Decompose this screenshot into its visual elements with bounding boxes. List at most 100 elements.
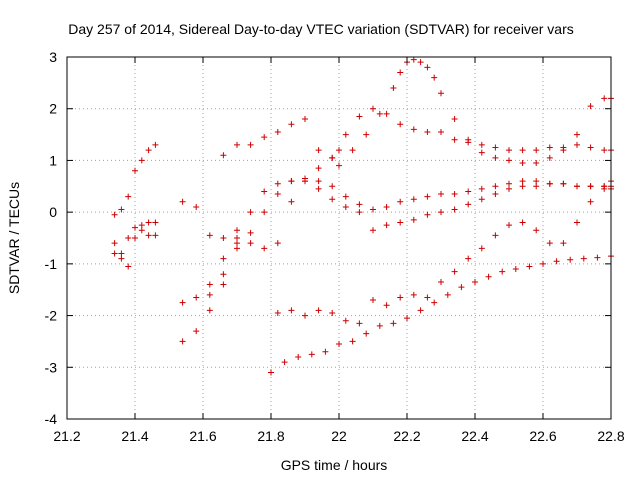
data-point	[492, 144, 499, 151]
data-point	[424, 294, 431, 301]
data-point	[363, 131, 370, 138]
data-point	[220, 271, 227, 278]
data-point	[315, 165, 322, 172]
data-point	[574, 219, 580, 226]
series-i	[274, 178, 614, 327]
data-point	[383, 203, 390, 210]
data-point	[193, 328, 200, 335]
data-point	[465, 201, 472, 208]
data-point	[132, 235, 138, 241]
data-point	[533, 227, 540, 234]
data-point	[506, 147, 512, 154]
data-point	[506, 157, 512, 164]
data-point	[342, 193, 349, 200]
data-point	[506, 180, 512, 187]
data-point	[152, 232, 159, 239]
data-point	[206, 291, 213, 298]
data-point	[288, 121, 295, 128]
data-point	[546, 144, 553, 151]
data-point	[519, 219, 526, 226]
data-point	[587, 144, 594, 151]
data-point	[274, 128, 281, 135]
data-point	[410, 196, 417, 203]
data-point	[533, 147, 540, 154]
data-point	[308, 351, 315, 358]
data-point	[397, 294, 404, 301]
data-point	[315, 307, 322, 314]
data-point	[118, 255, 125, 262]
data-point	[404, 315, 410, 322]
data-point	[261, 134, 268, 141]
data-point	[594, 254, 601, 261]
data-point	[519, 178, 526, 185]
data-point	[342, 317, 349, 324]
data-point	[302, 312, 308, 319]
data-point	[601, 147, 608, 154]
data-point	[356, 201, 363, 208]
data-point	[125, 235, 132, 241]
data-point	[132, 224, 138, 231]
data-point	[220, 152, 227, 159]
data-point	[438, 90, 444, 97]
x-tick-label: 21.4	[121, 428, 148, 444]
data-point	[506, 222, 512, 229]
data-point	[179, 198, 186, 205]
data-point	[138, 157, 145, 164]
data-point	[193, 203, 200, 210]
x-tick-label: 22.2	[393, 428, 420, 444]
data-point	[431, 74, 438, 81]
data-point	[410, 291, 417, 298]
series-g	[179, 240, 240, 345]
data-point	[206, 307, 213, 314]
data-point	[410, 56, 417, 63]
data-point	[356, 209, 363, 216]
series-f	[179, 175, 614, 306]
data-point	[424, 128, 431, 135]
data-point	[492, 191, 499, 198]
data-point	[512, 266, 519, 273]
data-point	[125, 193, 132, 200]
data-point	[295, 353, 302, 360]
data-point	[356, 320, 363, 327]
data-point	[179, 338, 186, 345]
data-point	[444, 291, 451, 298]
data-point	[329, 154, 336, 161]
data-point	[533, 160, 540, 167]
data-point	[560, 147, 567, 154]
data-point	[390, 320, 397, 327]
data-point	[315, 147, 322, 154]
data-point	[234, 141, 240, 148]
y-tick-label: 0	[49, 204, 57, 220]
data-point	[234, 240, 240, 247]
data-point	[546, 180, 553, 187]
data-point	[424, 193, 431, 200]
data-point	[118, 250, 125, 257]
data-point	[485, 273, 492, 280]
data-points	[111, 56, 614, 376]
data-point	[302, 116, 308, 123]
data-point	[478, 141, 485, 148]
data-point	[438, 128, 444, 135]
data-point	[383, 222, 390, 229]
data-point	[288, 178, 295, 185]
data-point	[274, 240, 281, 247]
data-point	[145, 219, 152, 226]
data-point	[397, 198, 404, 205]
data-point	[145, 147, 152, 154]
grid-layer	[67, 57, 611, 419]
data-point	[478, 185, 485, 192]
data-point	[492, 154, 499, 161]
data-point	[519, 183, 526, 190]
x-tick-label: 21.2	[53, 428, 80, 444]
y-tick-label: -3	[45, 359, 58, 375]
data-point	[274, 180, 281, 187]
data-point	[397, 219, 404, 226]
data-point	[247, 240, 254, 247]
data-point	[397, 121, 404, 128]
data-point	[438, 191, 444, 198]
x-tick-label: 22.4	[461, 428, 488, 444]
series-c	[111, 227, 159, 270]
data-point	[546, 154, 553, 161]
data-point	[342, 131, 349, 138]
